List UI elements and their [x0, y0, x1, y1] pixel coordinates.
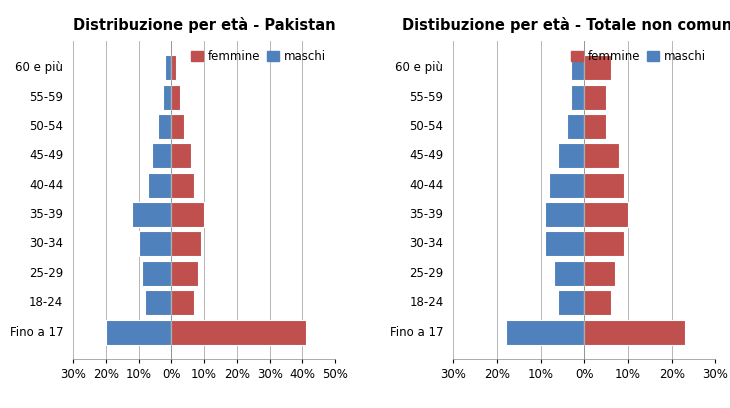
Bar [172, 202, 204, 227]
Title: Distribuzione per età - Pakistan: Distribuzione per età - Pakistan [73, 17, 335, 33]
Bar [148, 173, 172, 198]
Bar [158, 114, 172, 139]
Bar [545, 202, 584, 227]
Bar [545, 231, 584, 257]
Title: Distibuzione per età - Totale non comunitari: Distibuzione per età - Totale non comuni… [402, 17, 730, 33]
Bar [165, 55, 172, 80]
Bar [550, 173, 584, 198]
Bar [163, 84, 172, 110]
Bar [142, 261, 172, 286]
Bar [571, 55, 584, 80]
Bar [566, 114, 584, 139]
Bar [172, 319, 306, 345]
Bar [584, 202, 628, 227]
Bar [132, 202, 172, 227]
Bar [172, 261, 198, 286]
Bar [584, 319, 685, 345]
Bar [571, 84, 584, 110]
Bar [172, 290, 194, 315]
Bar [506, 319, 584, 345]
Legend: femmine, maschi: femmine, maschi [568, 47, 710, 67]
Bar [139, 231, 172, 257]
Bar [584, 84, 606, 110]
Bar [172, 84, 180, 110]
Bar [106, 319, 172, 345]
Bar [584, 55, 610, 80]
Bar [172, 55, 176, 80]
Bar [172, 114, 185, 139]
Bar [554, 261, 584, 286]
Bar [172, 231, 201, 257]
Bar [558, 143, 584, 169]
Bar [172, 173, 194, 198]
Bar [558, 290, 584, 315]
Bar [584, 290, 610, 315]
Bar [584, 143, 619, 169]
Bar [172, 143, 191, 169]
Bar [152, 143, 172, 169]
Bar [584, 173, 623, 198]
Bar [145, 290, 172, 315]
Bar [584, 261, 615, 286]
Bar [584, 114, 606, 139]
Bar [584, 231, 623, 257]
Legend: femmine, maschi: femmine, maschi [188, 47, 329, 67]
